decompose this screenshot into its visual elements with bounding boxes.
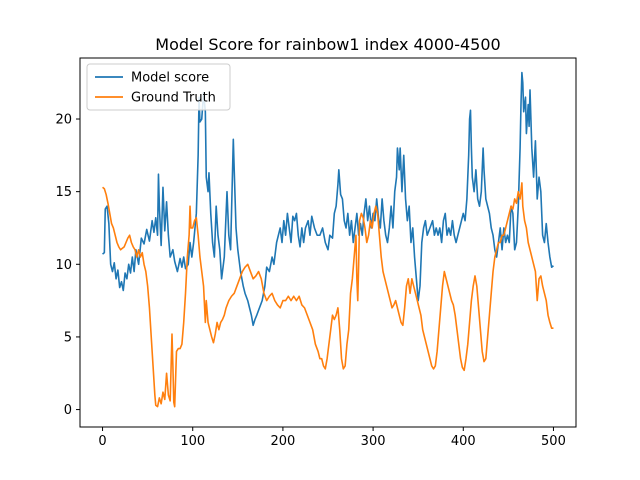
series-layer	[102, 71, 554, 408]
x-tick-label: 300	[361, 434, 386, 449]
axes-frame	[79, 57, 577, 428]
legend-box	[86, 63, 231, 111]
x-tick-label: 200	[270, 434, 295, 449]
y-axis: 0 5 10 15 20	[55, 113, 80, 418]
y-tick-label: 15	[55, 185, 72, 200]
chart-title: Model Score for rainbow1 index 4000-4500	[155, 35, 500, 54]
y-tick-label: 0	[64, 403, 72, 418]
y-tick-label: 20	[55, 113, 72, 128]
series-line-model-score	[102, 71, 554, 327]
y-tick-label: 10	[55, 258, 72, 273]
series-line-ground-truth	[102, 182, 554, 408]
legend: Model score Ground Truth	[86, 63, 231, 111]
x-tick-label: 100	[180, 434, 205, 449]
legend-label-model-score: Model score	[131, 71, 209, 86]
legend-label-ground-truth: Ground Truth	[131, 91, 216, 106]
x-tick-label: 400	[451, 434, 476, 449]
y-tick-label: 5	[64, 330, 72, 345]
x-tick-label: 0	[98, 434, 106, 449]
x-axis: 0 100 200 300 400 500	[98, 427, 566, 449]
x-tick-label: 500	[541, 434, 566, 449]
